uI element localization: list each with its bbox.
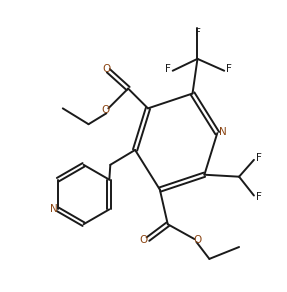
Text: O: O <box>140 235 148 245</box>
Text: F: F <box>195 28 200 38</box>
Text: O: O <box>193 235 201 245</box>
Text: F: F <box>165 64 171 74</box>
Text: O: O <box>101 105 110 115</box>
Text: N: N <box>50 204 58 214</box>
Text: F: F <box>256 192 262 202</box>
Text: F: F <box>226 64 232 74</box>
Text: F: F <box>256 153 262 163</box>
Text: N: N <box>219 127 227 137</box>
Text: O: O <box>102 64 110 74</box>
